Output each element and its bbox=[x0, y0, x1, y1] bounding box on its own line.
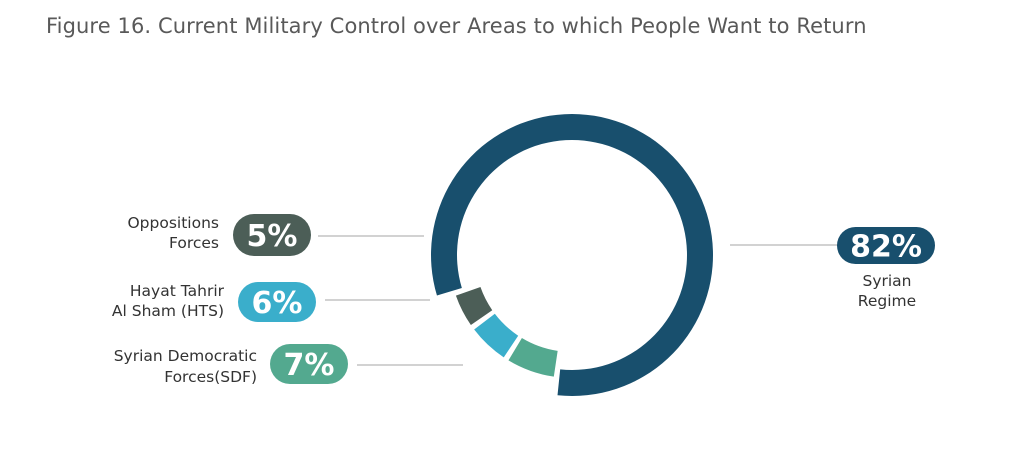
category-label-2-line-1: Syrian Democratic bbox=[114, 347, 257, 365]
chart-title: Figure 16. Current Military Control over… bbox=[46, 14, 867, 38]
category-label-1-line-2: Regime bbox=[858, 292, 916, 310]
category-label-3-line-2: Al Sham (HTS) bbox=[112, 302, 224, 320]
value-label-3: 6% bbox=[252, 286, 303, 321]
category-label-4-line-2: Forces bbox=[169, 234, 219, 252]
category-label-4-line-1: Oppositions bbox=[127, 214, 219, 232]
donut-slice-3 bbox=[474, 313, 519, 358]
category-label-1-line-1: Syrian bbox=[862, 272, 911, 290]
donut-slice-2 bbox=[508, 338, 558, 377]
value-label-4: 5% bbox=[247, 219, 298, 254]
value-label-2: 7% bbox=[284, 348, 335, 383]
value-pill-2 bbox=[270, 344, 348, 384]
donut-slice-4 bbox=[455, 287, 493, 326]
value-label-1: 82% bbox=[850, 230, 922, 265]
category-label-3-line-1: Hayat Tahrir bbox=[130, 282, 225, 300]
donut-slice-1 bbox=[431, 113, 714, 396]
category-label-2-line-2: Forces(SDF) bbox=[164, 368, 257, 386]
value-pill-3 bbox=[238, 282, 316, 322]
value-pill-1 bbox=[837, 227, 935, 264]
value-pill-4 bbox=[233, 214, 311, 256]
